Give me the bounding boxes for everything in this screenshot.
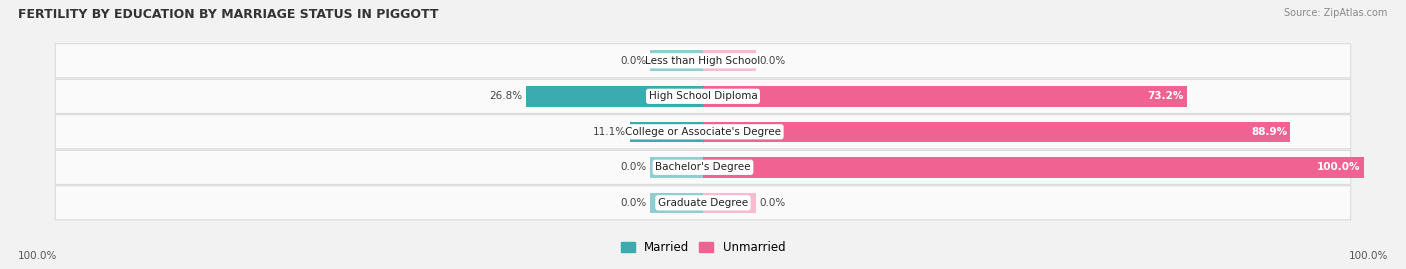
FancyBboxPatch shape bbox=[55, 150, 1351, 184]
Text: 88.9%: 88.9% bbox=[1251, 127, 1286, 137]
Text: 11.1%: 11.1% bbox=[593, 127, 626, 137]
FancyBboxPatch shape bbox=[55, 186, 1351, 220]
Bar bbox=[703, 157, 1364, 178]
Bar bbox=[630, 122, 703, 142]
Text: Less than High School: Less than High School bbox=[645, 56, 761, 66]
Text: High School Diploma: High School Diploma bbox=[648, 91, 758, 101]
Text: 100.0%: 100.0% bbox=[1317, 162, 1361, 172]
Text: Source: ZipAtlas.com: Source: ZipAtlas.com bbox=[1284, 8, 1388, 18]
Legend: Married, Unmarried: Married, Unmarried bbox=[620, 241, 786, 254]
Bar bbox=[650, 193, 703, 213]
Bar bbox=[526, 86, 703, 107]
FancyBboxPatch shape bbox=[55, 115, 1351, 149]
Text: 100.0%: 100.0% bbox=[1348, 251, 1388, 261]
FancyBboxPatch shape bbox=[55, 79, 1351, 113]
Text: 0.0%: 0.0% bbox=[620, 198, 647, 208]
Text: FERTILITY BY EDUCATION BY MARRIAGE STATUS IN PIGGOTT: FERTILITY BY EDUCATION BY MARRIAGE STATU… bbox=[18, 8, 439, 21]
Text: 0.0%: 0.0% bbox=[759, 198, 786, 208]
Text: 100.0%: 100.0% bbox=[18, 251, 58, 261]
Bar bbox=[703, 193, 756, 213]
FancyBboxPatch shape bbox=[55, 44, 1351, 78]
Text: College or Associate's Degree: College or Associate's Degree bbox=[626, 127, 780, 137]
Text: 0.0%: 0.0% bbox=[620, 162, 647, 172]
Text: 0.0%: 0.0% bbox=[620, 56, 647, 66]
Text: 0.0%: 0.0% bbox=[759, 56, 786, 66]
Bar bbox=[703, 51, 756, 71]
Bar bbox=[703, 86, 1187, 107]
Text: Graduate Degree: Graduate Degree bbox=[658, 198, 748, 208]
Bar bbox=[650, 157, 703, 178]
Text: Bachelor's Degree: Bachelor's Degree bbox=[655, 162, 751, 172]
Text: 26.8%: 26.8% bbox=[489, 91, 523, 101]
Text: 73.2%: 73.2% bbox=[1147, 91, 1184, 101]
Bar bbox=[703, 122, 1291, 142]
Bar bbox=[650, 51, 703, 71]
